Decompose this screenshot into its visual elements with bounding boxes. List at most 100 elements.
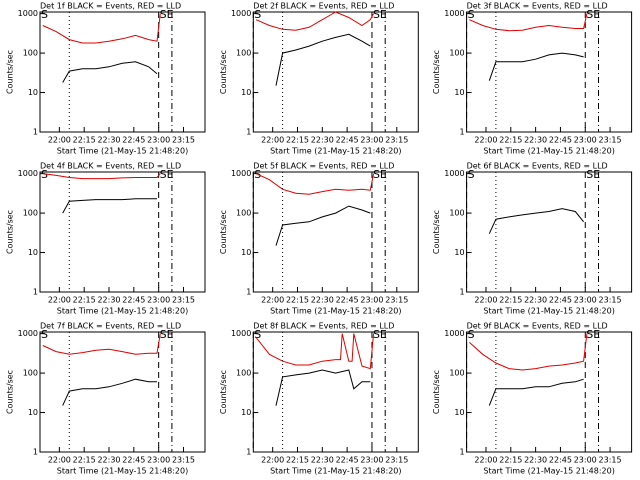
x-tick-label: 22:45	[336, 136, 359, 145]
x-tick-label: 22:30	[311, 136, 334, 145]
plot-frame	[466, 171, 633, 293]
x-tick-label: 23:00	[574, 456, 597, 465]
y-tick-label: 1	[246, 448, 251, 457]
x-tick-label: 23:15	[385, 136, 408, 145]
x-tick-label: 23:00	[147, 296, 170, 305]
y-tick-label: 10	[241, 88, 251, 97]
y-tick-label: 100	[23, 209, 38, 218]
x-tick-label: 23:15	[172, 296, 195, 305]
x-tick-label: 22:00	[48, 136, 71, 145]
plot-frame	[39, 331, 206, 453]
x-tick-label: 23:00	[574, 296, 597, 305]
plot-frame	[466, 11, 633, 133]
data-line	[42, 13, 161, 44]
event-label: S	[41, 8, 48, 21]
y-tick-label: 1000	[18, 329, 38, 338]
x-tick-label: 23:00	[147, 456, 170, 465]
x-tick-label: 23:00	[360, 136, 383, 145]
x-tick-label: 22:00	[48, 296, 71, 305]
data-line	[488, 378, 584, 406]
x-tick-label: 22:30	[524, 296, 547, 305]
x-axis-label: Start Time (21-May-15 21:48:20)	[270, 147, 401, 156]
x-tick-label: 23:15	[385, 456, 408, 465]
y-tick-label: 1000	[18, 9, 38, 18]
x-axis-label: Start Time (21-May-15 21:48:20)	[270, 307, 401, 316]
y-tick-label: 1	[33, 448, 38, 457]
y-tick-label: 10	[454, 408, 464, 417]
data-line	[469, 333, 588, 371]
data-line	[42, 333, 161, 355]
chart-title: Det 5f BLACK = Events, RED = LLD	[253, 162, 394, 171]
data-line	[62, 61, 158, 83]
x-tick-label: 23:00	[360, 456, 383, 465]
data-line	[469, 13, 588, 32]
y-tick-label: 1	[460, 288, 465, 297]
y-tick-label: 100	[236, 49, 251, 58]
y-tick-label: 100	[236, 209, 251, 218]
x-axis-label: Start Time (21-May-15 21:48:20)	[483, 307, 614, 316]
x-tick-label: 22:00	[261, 136, 284, 145]
x-tick-label: 22:15	[73, 136, 96, 145]
y-axis-label: Counts/sec	[432, 210, 441, 254]
y-tick-label: 10	[28, 248, 38, 257]
x-tick-label: 22:30	[524, 456, 547, 465]
x-tick-label: 22:15	[499, 456, 522, 465]
x-tick-label: 22:30	[97, 296, 120, 305]
event-label: SE	[586, 8, 600, 21]
chart-title: Det 1f BLACK = Events, RED = LLD	[40, 2, 181, 11]
plot-frame	[252, 171, 419, 293]
plot-frame	[39, 171, 206, 293]
y-tick-label: 1000	[231, 9, 251, 18]
x-axis-label: Start Time (21-May-15 21:48:20)	[270, 467, 401, 476]
y-tick-label: 10	[28, 408, 38, 417]
y-tick-label: 1	[33, 288, 38, 297]
x-tick-label: 22:15	[73, 296, 96, 305]
x-axis-label: Start Time (21-May-15 21:48:20)	[57, 467, 188, 476]
x-tick-label: 22:45	[336, 456, 359, 465]
y-axis-label: Counts/sec	[219, 50, 228, 94]
event-label: SE	[586, 328, 600, 341]
x-tick-label: 23:15	[599, 136, 622, 145]
x-tick-label: 22:30	[97, 136, 120, 145]
x-tick-label: 23:00	[147, 136, 170, 145]
x-tick-label: 22:30	[311, 456, 334, 465]
y-tick-label: 100	[23, 369, 38, 378]
y-axis-label: Counts/sec	[432, 50, 441, 94]
x-tick-label: 22:45	[122, 296, 145, 305]
event-label: SE	[373, 328, 387, 341]
x-tick-label: 23:15	[172, 456, 195, 465]
chart-title: Det 4f BLACK = Events, RED = LLD	[40, 162, 181, 171]
x-tick-label: 22:45	[549, 136, 572, 145]
event-label: SE	[373, 8, 387, 21]
x-tick-label: 22:00	[474, 296, 497, 305]
x-tick-label: 22:45	[549, 456, 572, 465]
x-tick-label: 22:30	[524, 136, 547, 145]
x-tick-label: 23:15	[385, 296, 408, 305]
x-tick-label: 22:00	[261, 296, 284, 305]
x-tick-label: 22:00	[48, 456, 71, 465]
x-tick-label: 23:15	[599, 456, 622, 465]
y-tick-label: 1000	[444, 9, 464, 18]
data-line	[255, 11, 375, 31]
chart-title: Det 9f BLACK = Events, RED = LLD	[467, 322, 608, 331]
y-axis-label: Counts/sec	[219, 370, 228, 414]
plot-frame	[466, 331, 633, 453]
event-label: S	[254, 328, 261, 341]
event-label: S	[468, 328, 475, 341]
data-line	[488, 52, 584, 81]
y-tick-label: 10	[454, 88, 464, 97]
data-line	[62, 198, 157, 214]
chart-title: Det 3f BLACK = Events, RED = LLD	[467, 2, 608, 11]
event-label: S	[468, 8, 475, 21]
event-label: S	[468, 168, 475, 181]
x-tick-label: 22:00	[261, 456, 284, 465]
y-tick-label: 1	[460, 448, 465, 457]
event-label: SE	[160, 8, 174, 21]
x-tick-label: 22:15	[286, 456, 309, 465]
y-tick-label: 1	[246, 128, 251, 137]
data-line	[275, 33, 371, 86]
y-tick-label: 1000	[231, 329, 251, 338]
x-tick-label: 23:00	[360, 296, 383, 305]
y-axis-label: Counts/sec	[6, 210, 15, 254]
x-tick-label: 22:15	[499, 136, 522, 145]
